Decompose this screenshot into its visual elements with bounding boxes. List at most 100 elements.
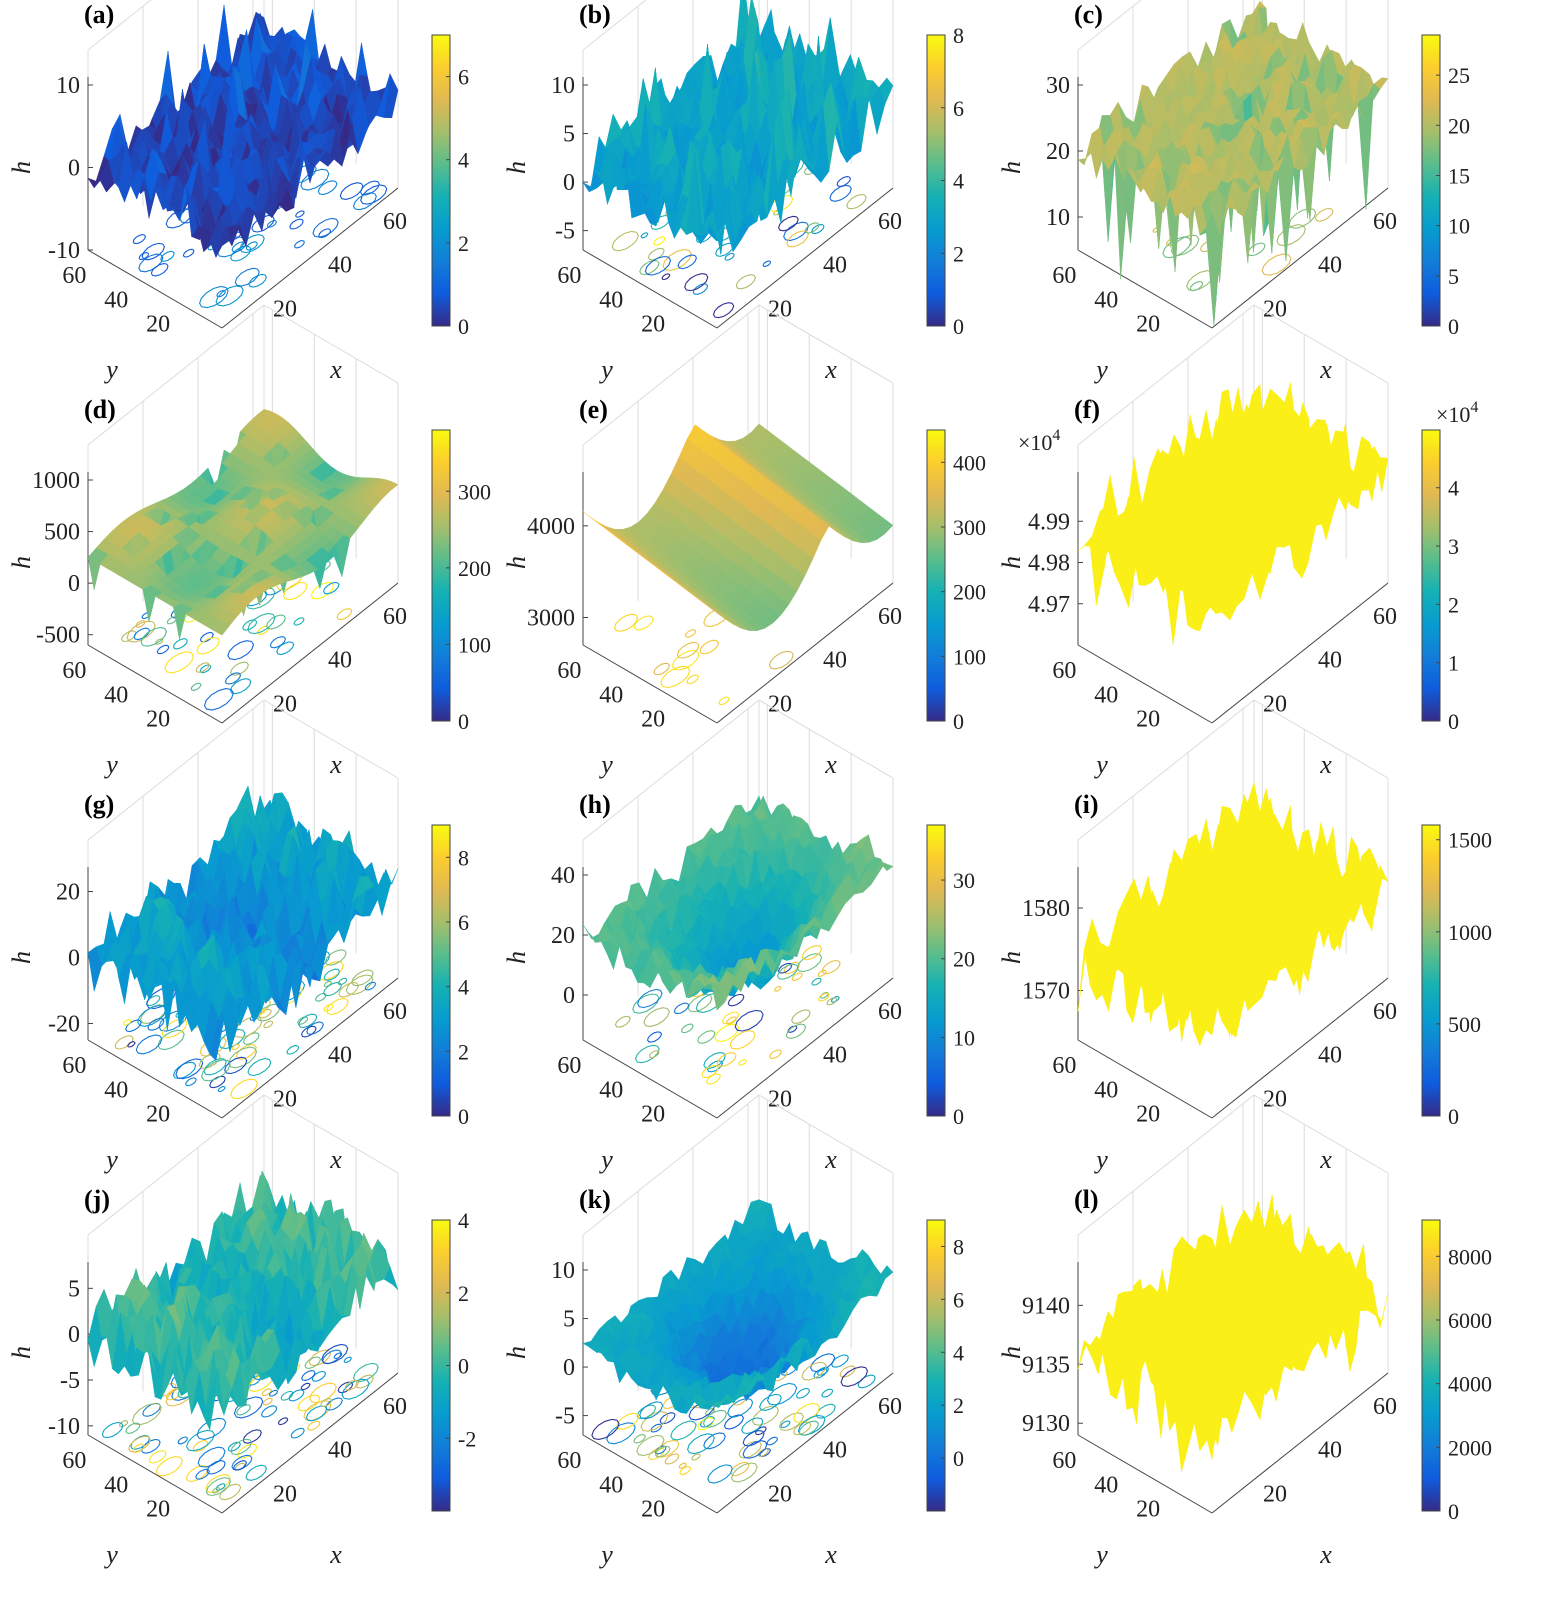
contour-line [352,1362,379,1383]
contour-line [317,180,338,196]
x-tick-label: 40 [328,253,352,279]
z-tick-label: 20 [551,923,575,949]
surface [1077,0,1389,326]
y-tick-label: 40 [599,1077,623,1103]
contour-line [725,1016,737,1025]
contour-line [231,241,247,253]
y-tick-label: 60 [557,1053,581,1079]
z-tick-label: 10 [56,73,80,99]
colorbar-tick-label: 2 [458,1039,469,1064]
contour-line [323,1003,334,1012]
x-tick-label: 20 [768,296,792,322]
panel-e: (e) 3000 4000 h 20 40 60 20 40 60 y x 0 100 200 300 400 [495,304,1005,795]
x-tick-label: 40 [823,1043,847,1069]
z-tick-label: 0 [68,571,80,597]
contour-line [634,1044,660,1064]
contour-line [692,283,709,295]
contour-line [776,963,799,980]
contour-line [295,210,305,218]
contour-line [801,945,823,961]
contour-line [245,1464,268,1481]
contour-line [735,274,757,290]
y-tick-label: 60 [62,1053,86,1079]
colorbar-tick-label: 20 [1448,113,1470,138]
x-tick-label: 40 [1318,1043,1342,1069]
panel-c: (c) 10 20 30 h 20 40 60 20 40 60 y x 0 5 10 15 20 25 [990,0,1500,400]
z-axis-label: h [502,951,531,964]
colorbar-tick-label: 1 [1448,651,1459,676]
axes [582,77,894,329]
colorbar-tick-label: 4 [1448,476,1459,501]
contour-line [242,1429,262,1444]
surface-patch [710,608,726,620]
contour-line [1314,207,1334,222]
surface [582,795,894,1011]
z-axis-label: h [7,556,36,569]
contour-line [119,1420,129,1428]
contour-line [734,1009,764,1032]
contour-line [157,1029,185,1051]
contour-line [308,1349,332,1367]
z-axis-label: h [502,556,531,569]
contour-line [791,972,803,981]
x-axis-label: x [824,750,837,779]
contour-line [1261,253,1292,276]
panel-b: (b) -5 0 5 10 h 20 40 60 20 40 60 y x 0 2 4 6 8 [495,0,1005,400]
contour-line [821,959,841,975]
contour-line [718,696,730,706]
x-tick-label: 60 [878,604,902,630]
x-tick-label: 60 [878,209,902,235]
contour-line [323,980,332,988]
y-axis-line [582,644,718,724]
surface [582,423,894,631]
contour-line [701,1064,719,1079]
contour-line [716,1052,737,1067]
contour-line [260,1405,278,1418]
contour-line [217,1085,226,1093]
colorbar-tick-label: 2 [458,231,469,256]
contour-line [796,953,823,973]
z-tick-label: 1580 [1022,896,1070,922]
y-axis-label: y [103,750,118,779]
y-tick-label: 20 [146,707,170,733]
contour-line [199,631,214,643]
z-axis-label: h [7,951,36,964]
y-axis-label: y [1093,750,1108,779]
axes [87,472,399,724]
contour-line [647,1031,662,1043]
surface [1077,382,1389,645]
colorbar-tick-label: 0 [953,314,964,339]
x-tick-label: 40 [823,648,847,674]
contour-line [137,1005,167,1027]
contour-line [230,1078,258,1100]
x-tick-label: 20 [768,691,792,717]
x-axis-label: x [1319,1145,1332,1174]
z-tick-label: 4.97 [1028,592,1070,618]
contour-line [648,1050,660,1059]
z-tick-label: 3000 [527,606,575,632]
contour-line [101,1421,124,1439]
contour-line [661,273,671,281]
z-axis-label: h [502,161,531,174]
colorbar-tick-label: 0 [1448,314,1459,339]
x-tick-label: 40 [1318,253,1342,279]
y-tick-label: 40 [1094,682,1118,708]
colorbar-tick-label: 30 [953,868,975,893]
y-axis-line [1077,249,1213,329]
colorbar-tick-label: 0 [1448,709,1459,734]
colorbar-gradient [1421,429,1441,722]
z-tick-label: -5 [555,219,575,245]
z-tick-label: 0 [68,156,80,182]
contour-line [224,672,242,685]
x-tick-label: 60 [878,999,902,1025]
contour-line [777,215,799,232]
contour-line [768,650,794,670]
contour-line [310,581,335,600]
panel-label: (c) [1074,0,1103,29]
contour-line [336,608,353,621]
contour-line [811,223,825,235]
contour-line [785,1023,807,1039]
